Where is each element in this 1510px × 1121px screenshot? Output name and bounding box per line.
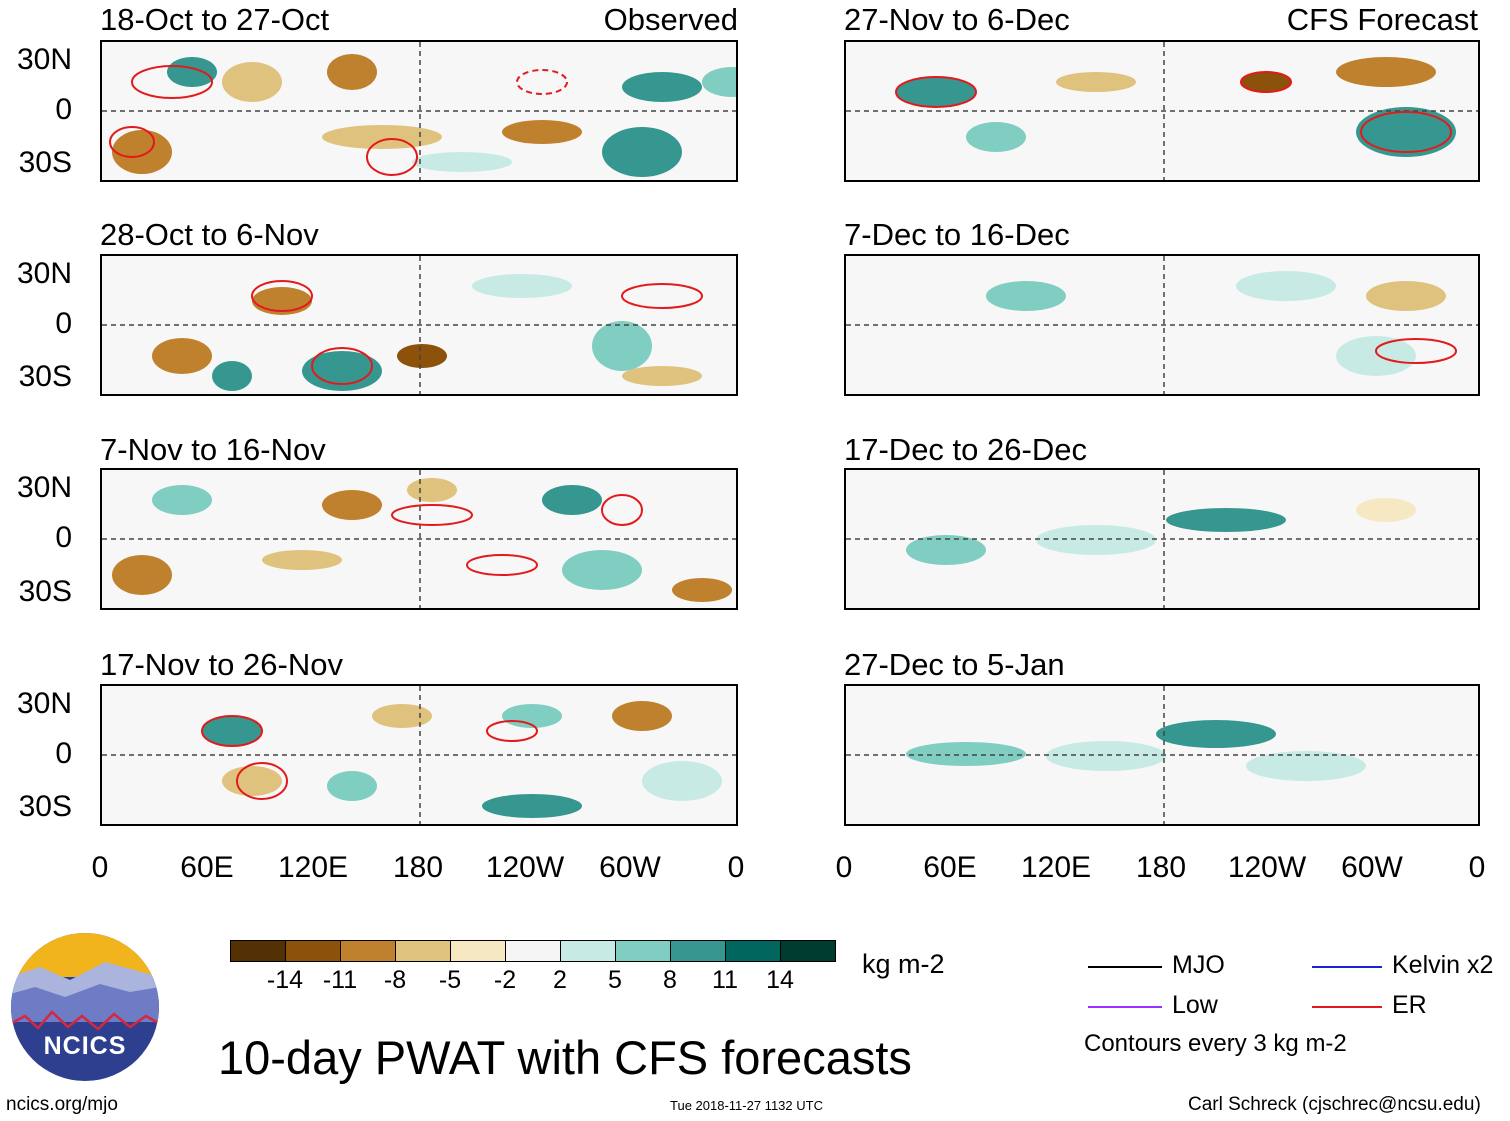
panel-title-fc-3: 17-Dec to 26-Dec — [844, 432, 1087, 467]
panel-title-fc-1: 27-Nov to 6-Dec — [844, 2, 1070, 37]
colorbar-swatch — [505, 940, 561, 962]
map-field — [846, 470, 1478, 608]
colorbar-swatch — [395, 940, 451, 962]
colorbar-label: -14 — [266, 966, 304, 994]
map-panel-fc-3 — [844, 468, 1480, 610]
map-field — [102, 42, 736, 180]
map-panel-fc-2 — [844, 254, 1480, 396]
map-panel-fc-4 — [844, 684, 1480, 826]
lon-label: 120E — [1020, 851, 1092, 884]
legend-kelvin-line — [1312, 966, 1382, 968]
colorbar-swatch — [340, 940, 396, 962]
observed-label: Observed — [603, 2, 738, 37]
lon-label: 120W — [485, 851, 565, 884]
lon-label: 0 — [727, 851, 745, 884]
panel-title-fc-2: 7-Dec to 16-Dec — [844, 217, 1070, 252]
lon-label: 180 — [1135, 851, 1187, 884]
colorbar-swatch — [230, 940, 286, 962]
colorbar-swatch — [615, 940, 671, 962]
map-field — [846, 42, 1478, 180]
colorbar-label: 11 — [712, 966, 738, 994]
colorbar-swatch — [725, 940, 781, 962]
legend-er-line — [1312, 1006, 1382, 1008]
lat-label: 30N — [16, 687, 72, 720]
forecast-label: CFS Forecast — [1286, 2, 1478, 37]
lon-label: 60E — [180, 851, 234, 884]
colorbar-label: -8 — [383, 966, 407, 994]
lon-label: 60W — [599, 851, 661, 884]
lon-label: 120W — [1227, 851, 1307, 884]
panel-title-obs-2: 28-Oct to 6-Nov — [100, 217, 319, 252]
panel-title-fc-4: 27-Dec to 5-Jan — [844, 647, 1065, 682]
panel-title-obs-3: 7-Nov to 16-Nov — [100, 432, 326, 467]
map-panel-fc-1 — [844, 40, 1480, 182]
colorbar-label: -2 — [493, 966, 517, 994]
contour-note: Contours every 3 kg m-2 — [1084, 1030, 1347, 1057]
map-panel-obs-3 — [100, 468, 738, 610]
panel-title-obs-1: 18-Oct to 27-Oct — [100, 2, 330, 37]
colorbar-label: 5 — [608, 966, 622, 994]
colorbar-swatch — [285, 940, 341, 962]
lat-label: 30S — [18, 360, 72, 393]
legend-mjo-line — [1088, 966, 1162, 968]
lat-label: 30N — [16, 471, 72, 504]
lon-label: 0 — [91, 851, 109, 884]
colorbar-label: 2 — [553, 966, 567, 994]
map-panel-obs-1 — [100, 40, 738, 182]
website-link[interactable]: ncics.org/mjo — [6, 1094, 118, 1115]
lat-label: 30S — [18, 146, 72, 179]
colorbar-label: -11 — [322, 966, 358, 994]
colorbar-label: 8 — [663, 966, 677, 994]
ncics-logo: NCICS — [10, 932, 160, 1082]
map-field — [102, 470, 736, 608]
colorbar-unit: kg m-2 — [862, 949, 945, 979]
legend-low-label: Low — [1172, 991, 1218, 1019]
map-field — [102, 686, 736, 824]
lon-label: 0 — [1468, 851, 1486, 884]
lon-label: 0 — [835, 851, 853, 884]
colorbar-swatch — [780, 940, 836, 962]
lat-label: 30N — [16, 257, 72, 290]
lat-label: 0 — [55, 93, 72, 126]
legend-mjo-label: MJO — [1172, 951, 1225, 979]
colorbar-label: -5 — [438, 966, 462, 994]
timestamp: Tue 2018-11-27 1132 UTC — [670, 1098, 823, 1113]
colorbar-swatch — [670, 940, 726, 962]
author-credit: Carl Schreck (cjschrec@ncsu.edu) — [1188, 1094, 1481, 1115]
lon-label: 60W — [1341, 851, 1403, 884]
lat-label: 0 — [55, 737, 72, 770]
map-panel-obs-4 — [100, 684, 738, 826]
legend-er-label: ER — [1392, 991, 1427, 1019]
lat-label: 0 — [55, 521, 72, 554]
legend-kelvin-label: Kelvin x2 — [1392, 951, 1494, 979]
legend-low-line — [1088, 1006, 1162, 1008]
figure-title: 10-day PWAT with CFS forecasts — [218, 1031, 912, 1084]
lat-label: 30S — [18, 575, 72, 608]
colorbar-swatch — [450, 940, 506, 962]
colorbar-label: 14 — [766, 966, 794, 994]
lon-label: 180 — [392, 851, 444, 884]
map-panel-obs-2 — [100, 254, 738, 396]
map-field — [102, 256, 736, 394]
logo-graphic — [11, 933, 159, 1081]
lat-label: 30N — [16, 43, 72, 76]
lat-label: 30S — [18, 790, 72, 823]
colorbar-swatch — [560, 940, 616, 962]
map-field — [846, 686, 1478, 824]
lon-label: 120E — [277, 851, 349, 884]
map-field — [846, 256, 1478, 394]
panel-title-obs-4: 17-Nov to 26-Nov — [100, 647, 343, 682]
logo-text: NCICS — [43, 1032, 127, 1060]
lon-label: 60E — [923, 851, 977, 884]
lat-label: 0 — [55, 307, 72, 340]
